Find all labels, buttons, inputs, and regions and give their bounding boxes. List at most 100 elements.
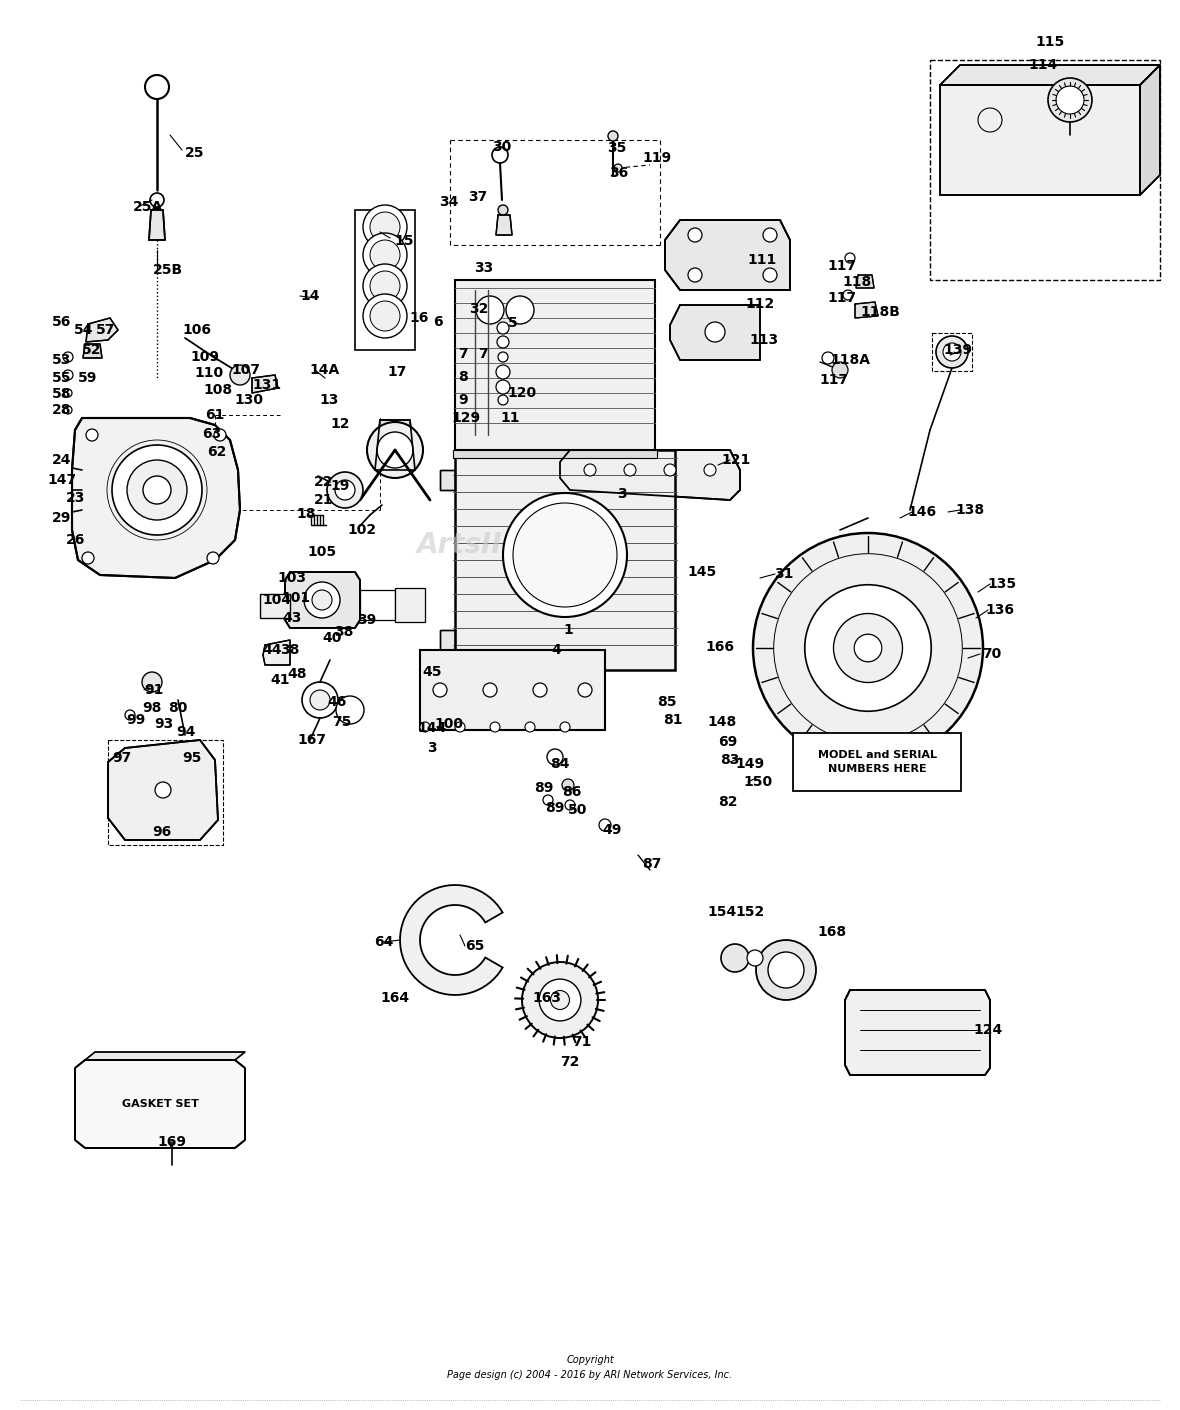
Circle shape (63, 352, 73, 362)
Circle shape (125, 711, 135, 721)
Text: Copyright: Copyright (566, 1355, 614, 1365)
Text: 30: 30 (492, 140, 512, 154)
Text: 105: 105 (308, 546, 336, 558)
Text: 52: 52 (83, 343, 101, 357)
Circle shape (943, 343, 961, 361)
Circle shape (497, 336, 509, 348)
Polygon shape (253, 375, 278, 393)
Circle shape (763, 268, 776, 282)
Text: 149: 149 (735, 757, 765, 771)
Polygon shape (670, 305, 760, 360)
Text: 93: 93 (155, 718, 173, 730)
Text: 101: 101 (282, 591, 310, 605)
Circle shape (498, 395, 509, 405)
Text: 7: 7 (458, 347, 467, 361)
Circle shape (498, 352, 509, 362)
Text: 23: 23 (66, 491, 86, 505)
Polygon shape (845, 990, 990, 1074)
Polygon shape (76, 1060, 245, 1148)
Circle shape (805, 585, 931, 711)
Circle shape (936, 336, 968, 368)
Text: Page design (c) 2004 - 2016 by ARI Network Services, Inc.: Page design (c) 2004 - 2016 by ARI Netwo… (447, 1371, 733, 1380)
Text: 75: 75 (333, 715, 352, 729)
Bar (930, 61, 1160, 281)
Circle shape (371, 240, 400, 269)
Circle shape (363, 233, 407, 276)
Text: 35: 35 (608, 141, 627, 155)
Text: 1: 1 (563, 623, 572, 637)
Circle shape (843, 290, 853, 300)
Text: 118B: 118B (860, 305, 900, 319)
Text: 48: 48 (287, 667, 307, 681)
Text: 154: 154 (707, 905, 736, 919)
Circle shape (704, 321, 725, 343)
Text: 106: 106 (183, 323, 211, 337)
Text: 19: 19 (330, 479, 349, 493)
Text: 130: 130 (235, 393, 263, 407)
Circle shape (433, 682, 447, 697)
Circle shape (614, 164, 622, 172)
Text: 38: 38 (281, 643, 300, 657)
Text: 135: 135 (988, 577, 1016, 591)
Polygon shape (263, 640, 290, 666)
Polygon shape (940, 85, 1140, 195)
Polygon shape (940, 65, 1160, 85)
Polygon shape (375, 420, 415, 470)
Circle shape (214, 429, 227, 441)
Circle shape (81, 551, 94, 564)
Polygon shape (400, 885, 503, 995)
Text: 87: 87 (642, 857, 662, 871)
Polygon shape (85, 1052, 245, 1060)
Text: 89: 89 (545, 801, 565, 815)
Text: 144: 144 (418, 721, 446, 735)
Circle shape (599, 819, 611, 830)
Text: 120: 120 (507, 386, 537, 400)
Circle shape (127, 460, 186, 520)
Circle shape (624, 464, 636, 477)
Text: 148: 148 (707, 715, 736, 729)
Circle shape (476, 296, 504, 324)
Text: 117: 117 (827, 259, 857, 274)
Text: ArtsII: ArtsII (418, 532, 503, 558)
Text: 55: 55 (52, 371, 72, 385)
Text: 118: 118 (843, 275, 872, 289)
Text: 136: 136 (985, 603, 1015, 618)
Circle shape (513, 503, 617, 606)
Text: 25A: 25A (133, 200, 163, 214)
Text: 166: 166 (706, 640, 734, 654)
Text: 97: 97 (112, 752, 132, 766)
Bar (453, 450, 657, 458)
Circle shape (551, 990, 570, 1010)
Text: 71: 71 (572, 1035, 591, 1049)
Bar (360, 589, 395, 620)
Bar (109, 740, 223, 845)
Circle shape (854, 634, 881, 661)
Polygon shape (1140, 65, 1160, 195)
Text: 146: 146 (907, 505, 937, 519)
Circle shape (363, 295, 407, 338)
Text: 21: 21 (314, 493, 334, 508)
Text: 103: 103 (277, 571, 307, 585)
Circle shape (1056, 86, 1084, 114)
Bar (420, 650, 605, 730)
Text: 59: 59 (78, 371, 98, 385)
Text: 36: 36 (609, 166, 629, 180)
Text: 114: 114 (1029, 58, 1057, 72)
Text: 86: 86 (563, 785, 582, 799)
Text: 57: 57 (97, 323, 116, 337)
Circle shape (363, 204, 407, 250)
Circle shape (420, 722, 430, 732)
Text: 65: 65 (465, 939, 485, 953)
Text: 61: 61 (205, 407, 224, 422)
Circle shape (747, 950, 763, 966)
Bar (455, 450, 675, 670)
Polygon shape (286, 572, 360, 627)
Text: 15: 15 (394, 234, 414, 248)
Circle shape (304, 582, 340, 618)
Circle shape (498, 204, 509, 214)
Polygon shape (440, 470, 455, 491)
Text: 12: 12 (330, 417, 349, 431)
Text: 121: 121 (721, 453, 750, 467)
Circle shape (492, 147, 509, 164)
Text: 26: 26 (66, 533, 86, 547)
